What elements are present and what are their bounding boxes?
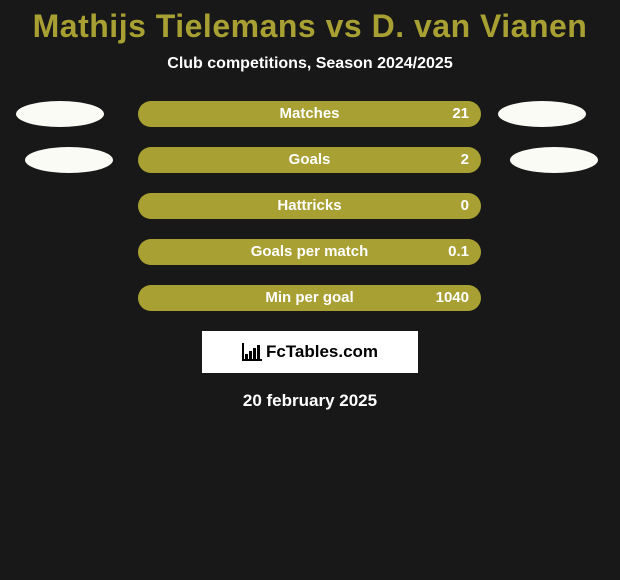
stat-bar: Hattricks0 [138,193,481,219]
bar-chart-icon [242,343,262,361]
stat-label: Goals per match [138,239,481,265]
stat-value-right: 0.1 [448,239,469,265]
stat-row: Matches21 [0,101,620,127]
stat-label: Matches [138,101,481,127]
stat-bar: Min per goal1040 [138,285,481,311]
stat-row: Hattricks0 [0,193,620,219]
stat-bar: Goals2 [138,147,481,173]
stat-label: Goals [138,147,481,173]
stat-label: Min per goal [138,285,481,311]
stat-row: Min per goal1040 [0,285,620,311]
logo-text: FcTables.com [266,342,378,362]
stat-value-right: 0 [461,193,469,219]
stat-row: Goals2 [0,147,620,173]
stat-label: Hattricks [138,193,481,219]
stat-value-right: 21 [452,101,469,127]
stat-bar: Matches21 [138,101,481,127]
stats-rows: Matches21 Goals2 Hattricks0 Goals per match… [0,101,620,311]
left-ellipse [25,147,113,173]
stat-value-right: 2 [461,147,469,173]
left-ellipse [16,101,104,127]
date-label: 20 february 2025 [0,391,620,411]
subtitle: Club competitions, Season 2024/2025 [0,55,620,73]
stat-bar: Goals per match0.1 [138,239,481,265]
right-ellipse [510,147,598,173]
right-ellipse [498,101,586,127]
stat-row: Goals per match0.1 [0,239,620,265]
stat-value-right: 1040 [436,285,469,311]
page-title: Mathijs Tielemans vs D. van Vianen [0,0,620,45]
logo-box: FcTables.com [202,331,418,373]
